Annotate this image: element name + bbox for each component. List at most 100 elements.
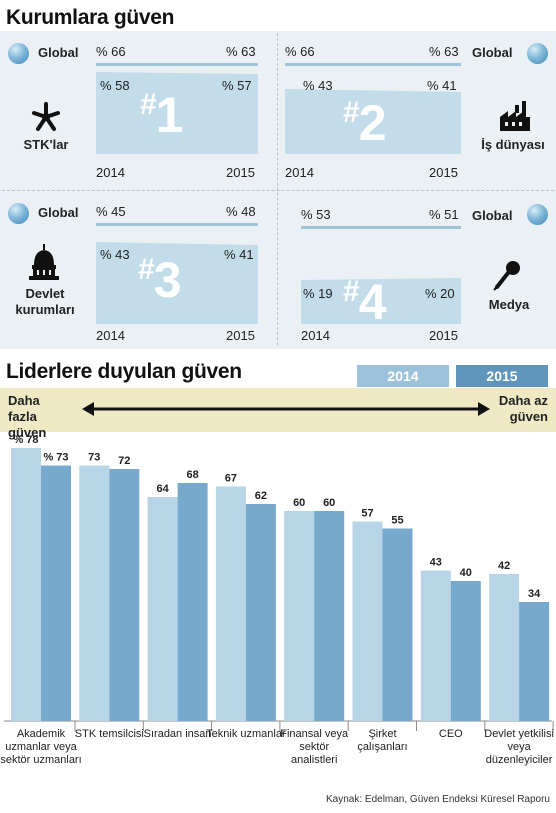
bar-2015-6 xyxy=(382,528,413,721)
value-label-2015-5: 60 xyxy=(323,497,335,509)
turkey-2015-value: % 20 xyxy=(425,286,455,301)
institution-name: Medya xyxy=(488,297,530,312)
global-trend-line xyxy=(96,63,258,66)
factory-icon xyxy=(500,101,530,131)
global-2015-value: % 63 xyxy=(226,44,256,59)
value-label-2015-8: 34 xyxy=(528,588,541,600)
value-label-2015-1: % 73 xyxy=(43,452,68,464)
value-label-2014-1: % 78 xyxy=(13,434,38,446)
category-label-7: CEO xyxy=(439,728,463,740)
year-end: 2015 xyxy=(226,165,255,180)
turkey-2014-value: % 43 xyxy=(100,247,130,262)
global-label: Global xyxy=(38,45,79,60)
value-label-2015-7: 40 xyxy=(460,567,472,579)
institution-name: Devlet kurumları xyxy=(15,286,75,317)
bar-2014-7 xyxy=(420,570,451,721)
year-start: 2014 xyxy=(301,328,330,343)
value-label-2014-8: 42 xyxy=(498,560,510,572)
bar-2015-3 xyxy=(177,483,208,721)
global-label: Global xyxy=(472,45,513,60)
global-label: Global xyxy=(472,208,513,223)
value-label-2015-4: 62 xyxy=(255,490,267,502)
turkey-2014-value: % 43 xyxy=(303,78,333,93)
year-end: 2015 xyxy=(429,328,458,343)
global-2014-value: % 66 xyxy=(285,44,315,59)
year-start: 2014 xyxy=(96,165,125,180)
global-trend-line xyxy=(96,223,258,226)
bar-2014-1 xyxy=(11,448,41,721)
category-label-4: Teknik uzmanlar xyxy=(206,728,286,740)
turkey-trend-area xyxy=(96,72,258,154)
value-label-2015-2: 72 xyxy=(118,455,130,467)
rank-number: 3 xyxy=(153,252,182,308)
leaders-title: Liderlere duyulan güven xyxy=(6,360,242,383)
category-label-8: Devlet yetkilisi veya düzenleyiciler xyxy=(484,728,554,766)
global-2015-value: % 48 xyxy=(226,204,256,219)
rank-badge: #3 xyxy=(138,252,182,308)
turkey-2015-value: % 41 xyxy=(427,78,457,93)
rank-badge: #2 xyxy=(343,95,387,151)
source-note: Kaynak: Edelman, Güven Endeksi Küresel R… xyxy=(325,794,550,805)
turkey-trend-area xyxy=(301,278,461,324)
global-trend-line xyxy=(301,226,461,229)
rank-number: 1 xyxy=(155,87,184,143)
microphone-icon xyxy=(493,261,520,291)
year-start: 2014 xyxy=(285,165,314,180)
global-2014-value: % 45 xyxy=(96,204,126,219)
bar-2014-6 xyxy=(352,521,383,721)
institutions-title: Kurumlara güven xyxy=(6,6,175,29)
bar-2015-7 xyxy=(450,581,481,721)
bar-2014-2 xyxy=(79,465,110,721)
category-label-1: Akademik uzmanlar veya sektör uzmanları xyxy=(0,728,81,766)
rank-badge: #1 xyxy=(140,87,184,143)
year-end: 2015 xyxy=(226,328,255,343)
category-label-2: STK temsilcisi xyxy=(75,728,144,740)
turkey-2014-value: % 19 xyxy=(303,286,333,301)
bar-2015-4 xyxy=(245,504,276,721)
bar-2015-1 xyxy=(41,465,71,721)
leaders-trust-chart: % 78 % 73 Akademik uzmanlar veya sektör uzma… xyxy=(0,434,554,766)
category-label-6: Şirket çalışanları xyxy=(357,728,407,753)
global-2014-value: % 66 xyxy=(96,44,126,59)
value-label-2014-4: 67 xyxy=(225,473,237,485)
rank-number: 4 xyxy=(358,274,387,330)
bar-2015-5 xyxy=(314,511,345,721)
capitol-dome-icon xyxy=(29,244,59,280)
bar-2014-5 xyxy=(284,511,315,721)
turkey-2014-value: % 58 xyxy=(100,78,130,93)
bar-2014-3 xyxy=(147,497,178,721)
less-trust-label: Daha az güven xyxy=(498,393,548,424)
bar-2015-8 xyxy=(519,602,550,721)
value-label-2014-2: 73 xyxy=(88,452,100,464)
globe-icon xyxy=(527,43,548,64)
globe-icon xyxy=(8,203,29,224)
turkey-2015-value: % 57 xyxy=(222,78,252,93)
rank-number: 2 xyxy=(358,95,387,151)
legend-2014: 2014 xyxy=(357,365,449,387)
institution-name: STK'lar xyxy=(23,137,69,152)
global-2014-value: % 53 xyxy=(301,207,331,222)
institution-name: İş dünyası xyxy=(481,137,545,152)
turkey-2015-value: % 41 xyxy=(224,247,254,262)
asterisk-network-icon xyxy=(32,102,60,131)
global-label: Global xyxy=(38,205,79,220)
year-end: 2015 xyxy=(429,165,458,180)
bar-2015-2 xyxy=(109,469,140,721)
global-trend-line xyxy=(285,63,461,66)
bar-2014-4 xyxy=(215,486,246,721)
trust-scale-arrow xyxy=(82,402,490,416)
panel-divider-vertical xyxy=(277,33,278,345)
more-trust-label: Daha fazla güven xyxy=(8,393,47,440)
globe-icon xyxy=(8,43,29,64)
turkey-trend-area xyxy=(96,242,258,324)
category-label-3: Sıradan insan xyxy=(144,728,212,740)
category-label-5: Finansal veya sektör analistleri xyxy=(280,728,349,766)
value-label-2014-5: 60 xyxy=(293,497,305,509)
year-start: 2014 xyxy=(96,328,125,343)
value-label-2014-6: 57 xyxy=(361,508,373,520)
institution-panel-4: % 53 % 51 Global % 19 % 20 #4 Medya 2014… xyxy=(279,191,556,349)
global-2015-value: % 51 xyxy=(429,207,459,222)
value-label-2014-7: 43 xyxy=(430,557,442,569)
globe-icon xyxy=(527,204,548,225)
value-label-2014-3: 64 xyxy=(156,483,169,495)
